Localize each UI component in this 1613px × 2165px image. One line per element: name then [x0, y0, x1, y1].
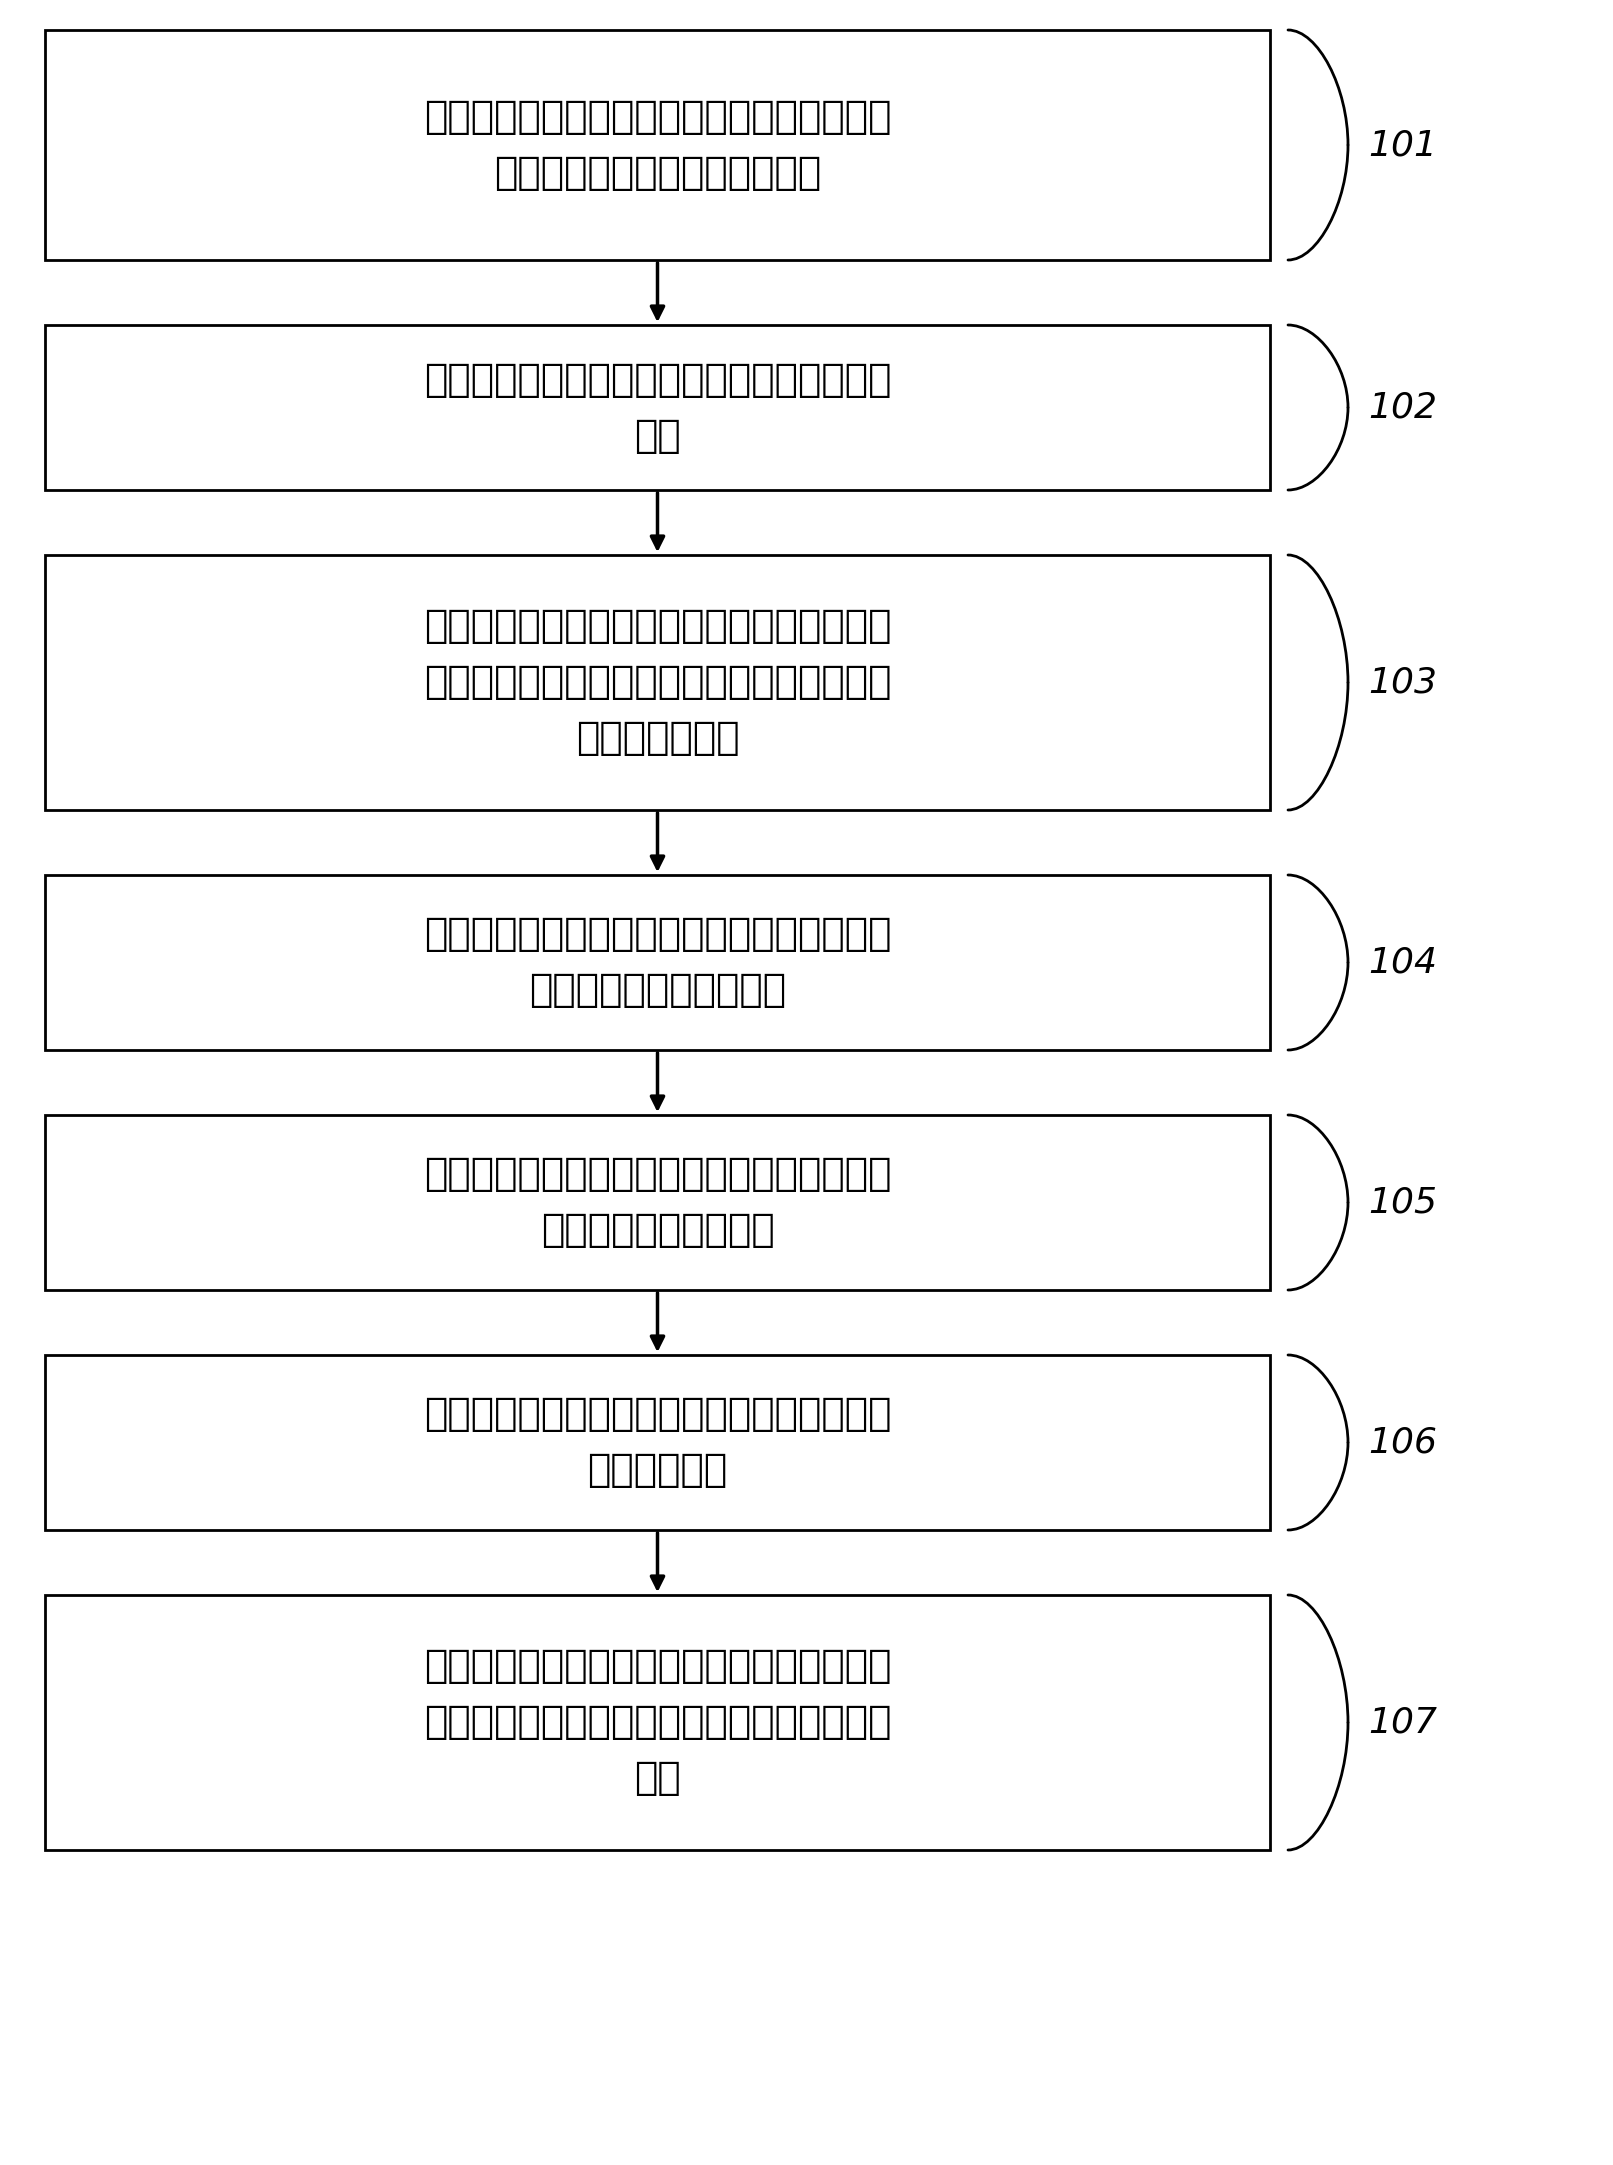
Text: 基于所述第一包围盒的长短边，从若干个所述
候选拐点中选择目标拐点: 基于所述第一包围盒的长短边，从若干个所述 候选拐点中选择目标拐点 [424, 916, 892, 1009]
Text: 基于待处理的箭头笔迹中各轨迹点以及相邻轨
迹点，计算各所述轨迹点的曲率: 基于待处理的箭头笔迹中各轨迹点以及相邻轨 迹点，计算各所述轨迹点的曲率 [424, 97, 892, 193]
FancyBboxPatch shape [45, 1115, 1269, 1290]
Text: 基于所述曲率确定所述箭头笔迹的若干个候选
拐点: 基于所述曲率确定所述箭头笔迹的若干个候选 拐点 [424, 362, 892, 455]
Text: 基于每一所述候选拐点及与所述候选拐点相邻
的至少一个候选拐点，构建与所述候选拐点对
应的第一包围盒: 基于每一所述候选拐点及与所述候选拐点相邻 的至少一个候选拐点，构建与所述候选拐点… [424, 608, 892, 758]
FancyBboxPatch shape [45, 875, 1269, 1050]
Text: 根据若干段所述笔迹段确定所述箭头笔迹的头
笔迹及轴笔迹: 根据若干段所述笔迹段确定所述箭头笔迹的头 笔迹及轴笔迹 [424, 1396, 892, 1490]
Text: 102: 102 [1368, 390, 1437, 424]
Text: 101: 101 [1368, 128, 1437, 162]
FancyBboxPatch shape [45, 1355, 1269, 1531]
FancyBboxPatch shape [45, 325, 1269, 489]
FancyBboxPatch shape [45, 1596, 1269, 1851]
Text: 103: 103 [1368, 665, 1437, 699]
Text: 107: 107 [1368, 1706, 1437, 1738]
Text: 104: 104 [1368, 946, 1437, 979]
FancyBboxPatch shape [45, 554, 1269, 810]
FancyBboxPatch shape [45, 30, 1269, 260]
Text: 106: 106 [1368, 1425, 1437, 1459]
Text: 105: 105 [1368, 1186, 1437, 1219]
Text: 根据所述目标拐点对所述箭头笔迹进行分段处
理，得到若干段笔迹段: 根据所述目标拐点对所述箭头笔迹进行分段处 理，得到若干段笔迹段 [424, 1156, 892, 1249]
Text: 根据所述头笔迹及所述轴笔迹确定所述箭头笔
迹的箭头方向，对若干段所述笔迹段进行拟合
处理: 根据所述头笔迹及所述轴笔迹确定所述箭头笔 迹的箭头方向，对若干段所述笔迹段进行拟… [424, 1648, 892, 1797]
